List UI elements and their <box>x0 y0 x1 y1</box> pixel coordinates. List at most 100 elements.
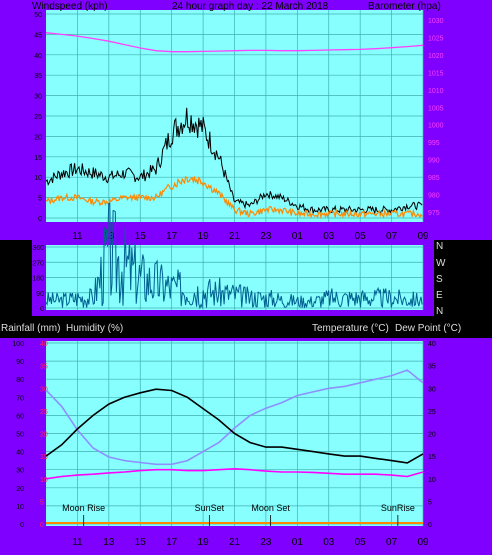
y-tick-label-left: 80 <box>16 377 24 384</box>
rain-tick-label: 10 <box>40 477 48 484</box>
rain-tick-label: 15 <box>40 454 48 461</box>
y-tick-label-left: 20 <box>34 134 42 141</box>
temp-tick-label: 5 <box>428 499 432 506</box>
rain-tick-label: 5 <box>40 499 44 506</box>
y-tick-label-left: 45 <box>34 32 42 39</box>
x-tick-label: 01 <box>292 231 304 242</box>
y-tick-label-left: 5 <box>38 196 42 203</box>
y-tick-label-left: 35 <box>34 73 42 80</box>
x-tick-label: 01 <box>292 537 304 548</box>
graph-title: 24 hour graph day : 22 March 2018 <box>172 1 329 12</box>
temp-tick-label: 25 <box>428 409 436 416</box>
rain-tick-label: 20 <box>40 432 48 439</box>
x-tick-label: 19 <box>198 231 210 242</box>
y-tick-label-left: 90 <box>16 359 24 366</box>
x-tick-label: 09 <box>417 231 429 242</box>
x-tick-label: 17 <box>166 537 178 548</box>
x-tick-label: 03 <box>323 231 335 242</box>
x-tick-label: 19 <box>198 537 210 548</box>
temp-tick-label: 0 <box>428 522 432 529</box>
humidity-series <box>45 369 424 466</box>
y-tick-label-left: 10 <box>16 504 24 511</box>
rain-tick-label: 0 <box>40 522 44 529</box>
y-tick-label-left: 70 <box>16 395 24 402</box>
y-tick-label-right: 1005 <box>428 105 444 112</box>
x-tick-label: 17 <box>166 231 178 242</box>
y-tick-label-right: 1000 <box>428 123 444 130</box>
dewpoint-label: Dew Point (°C) <box>395 323 461 334</box>
temp-tick-label: 35 <box>428 364 436 371</box>
y-tick-label-right: 1015 <box>428 70 444 77</box>
compass-s: S <box>436 274 443 285</box>
y-tick-label-left: 0 <box>20 522 24 529</box>
y-tick-label-left: 40 <box>16 450 24 457</box>
x-tick-label: 23 <box>260 231 272 242</box>
y-tick-label-left: 15 <box>34 155 42 162</box>
wind-direction-chart: 0 90 180 270 360 <box>32 202 424 313</box>
x-tick-label: 21 <box>229 231 241 242</box>
y-tick-label-left: 25 <box>34 114 42 121</box>
x-tick-label: 13 <box>103 537 115 548</box>
temp-tick-label: 40 <box>428 341 436 348</box>
y-tick-label-left: 50 <box>16 432 24 439</box>
wind-direction-series <box>45 202 423 310</box>
event-label: SunSet <box>195 503 225 513</box>
temp-tick-label: 10 <box>428 477 436 484</box>
x-tick-label: 07 <box>386 537 398 548</box>
x-tick-label: 13 <box>103 231 115 242</box>
x-tick-label: 07 <box>386 231 398 242</box>
temp-humidity-chart: 11 13 15 17 19 21 23 01 03 05 07 090102030405060708… <box>12 341 436 548</box>
y-tick-label-left: 60 <box>16 413 24 420</box>
x-tick-label: 11 <box>72 231 83 242</box>
temperature-series <box>45 388 424 464</box>
x-tick-label: 05 <box>355 231 367 242</box>
humidity-label: Humidity (%) <box>66 323 123 334</box>
y-tick-label-right: 990 <box>428 158 440 165</box>
event-label: Moon Rise <box>62 503 105 513</box>
y-tick-label-left: 100 <box>12 341 24 348</box>
y-tick-label-left: 30 <box>34 94 42 101</box>
x-tick-label: 05 <box>355 537 367 548</box>
rain-tick-label: 35 <box>40 364 48 371</box>
windspeed-series <box>45 107 423 215</box>
temp-tick-label: 30 <box>428 386 436 393</box>
compass-n-bottom: N <box>436 306 443 317</box>
y-tick-label-right: 975 <box>428 210 440 217</box>
x-tick-label: 15 <box>135 231 147 242</box>
y-tick-label-right: 1030 <box>428 18 444 25</box>
windspeed-label: Windspeed (kph) <box>32 1 108 12</box>
y-tick-label-left: 30 <box>16 468 24 475</box>
y-tick-label-left: 40 <box>34 53 42 60</box>
rainfall-label: Rainfall (mm) <box>1 323 60 334</box>
x-tick-label: 21 <box>229 537 241 548</box>
y-tick-label-left: 0 <box>40 306 44 313</box>
rain-tick-label: 40 <box>40 341 48 348</box>
y-tick-label-left: 90 <box>36 291 44 298</box>
y-tick-label-left: 360 <box>32 245 44 252</box>
wind-barometer-chart: 11 13 15 17 19 21 23 01 03 05 07 090510152025303540… <box>34 10 444 242</box>
temp-tick-label: 15 <box>428 454 436 461</box>
compass-e: E <box>436 290 443 301</box>
y-tick-label-left: 50 <box>34 12 42 19</box>
y-tick-label-right: 1025 <box>428 35 444 42</box>
barometer-series <box>45 32 424 53</box>
x-tick-label: 23 <box>260 537 272 548</box>
temp-tick-label: 20 <box>428 432 436 439</box>
compass-w: W <box>436 258 446 269</box>
y-tick-label-left: 0 <box>38 216 42 223</box>
dewpoint-series <box>45 467 424 480</box>
y-tick-label-left: 180 <box>32 276 44 283</box>
temperature-label: Temperature (°C) <box>312 323 389 334</box>
y-tick-label-right: 995 <box>428 140 440 147</box>
y-tick-label-right: 985 <box>428 175 440 182</box>
event-label: SunRise <box>381 503 415 513</box>
x-tick-label: 15 <box>135 537 147 548</box>
x-tick-label: 03 <box>323 537 335 548</box>
barometer-label: Barometer (hpa) <box>368 1 441 12</box>
x-tick-label: 11 <box>72 537 83 548</box>
y-tick-label-right: 980 <box>428 193 440 200</box>
y-tick-label-right: 1020 <box>428 53 444 60</box>
y-tick-label-left: 270 <box>32 260 44 267</box>
